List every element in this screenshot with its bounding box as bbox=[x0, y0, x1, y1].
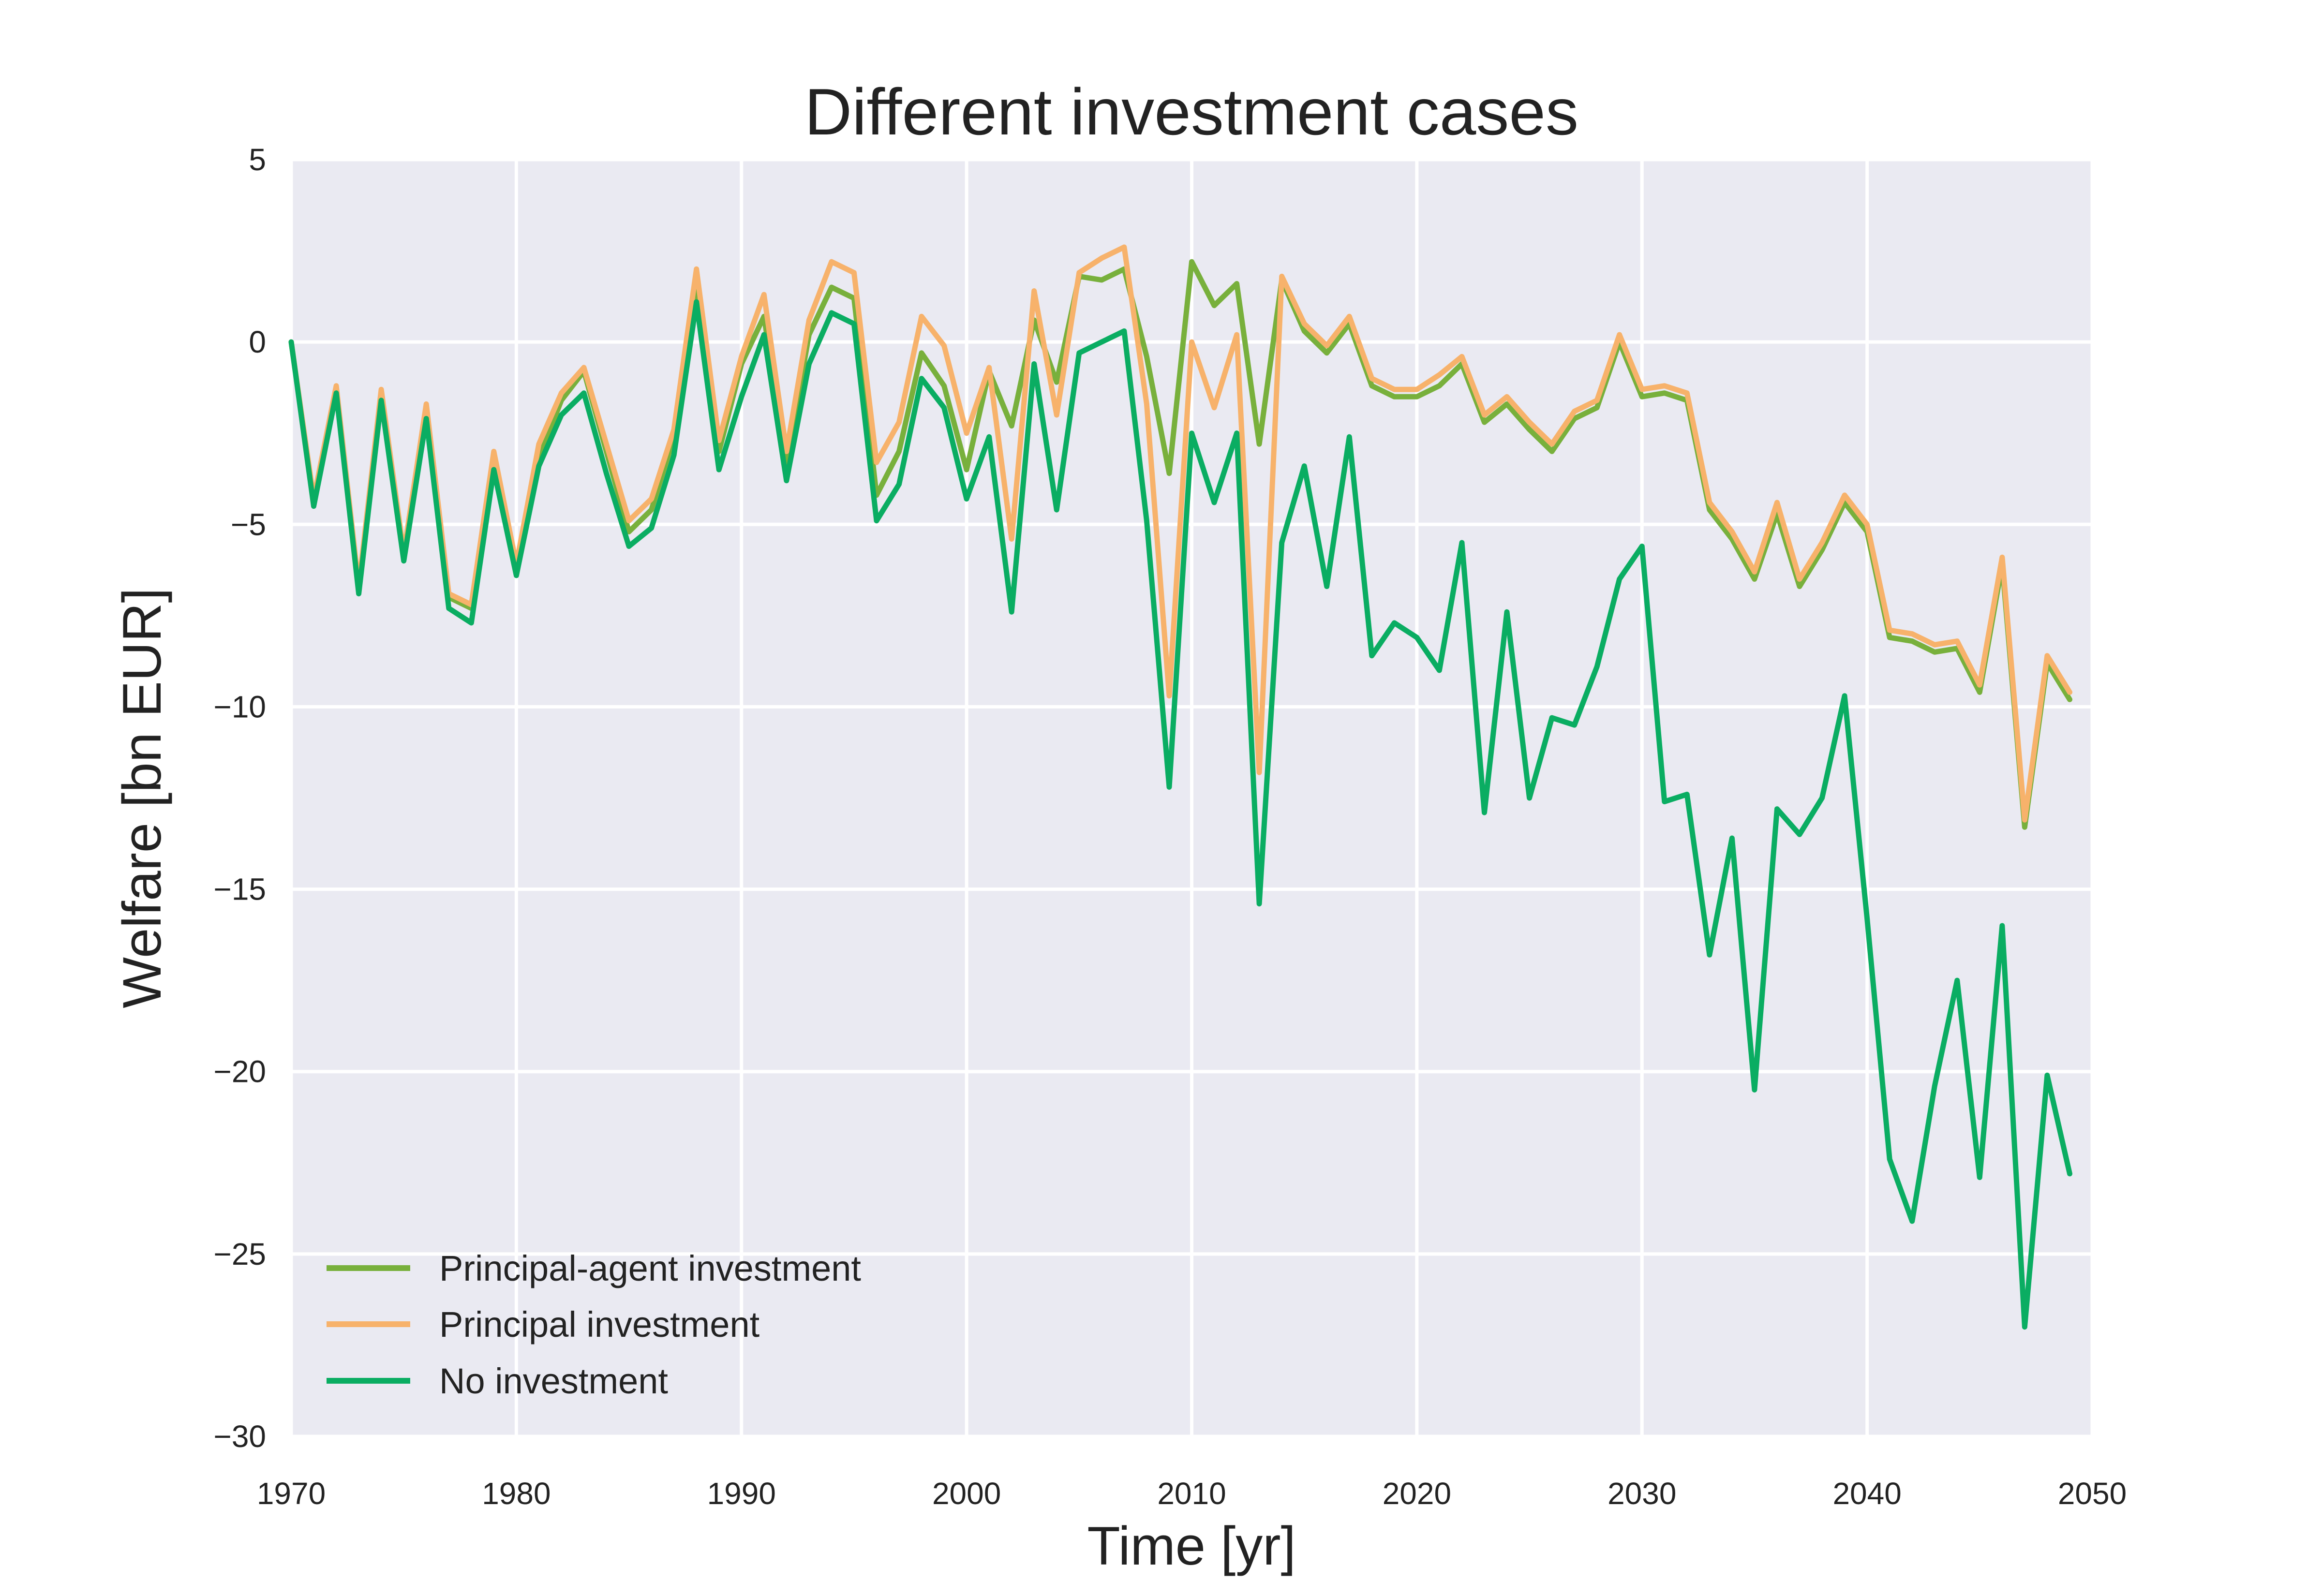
x-tick-label: 1980 bbox=[482, 1476, 551, 1511]
x-tick-label: 2040 bbox=[1832, 1476, 1901, 1511]
y-tick-label: −10 bbox=[213, 689, 266, 724]
x-tick-label: 2050 bbox=[2058, 1476, 2127, 1511]
y-tick-label: 5 bbox=[249, 142, 266, 177]
legend-label-no-investment: No investment bbox=[439, 1361, 668, 1401]
series-line-1 bbox=[288, 244, 2072, 823]
x-tick-label: 1970 bbox=[257, 1476, 326, 1511]
series-lines bbox=[288, 244, 2072, 1330]
legend-label-principal-agent: Principal-agent investment bbox=[439, 1248, 861, 1288]
y-tick-label: 0 bbox=[249, 325, 266, 359]
legend: Principal-agent investment Principal inv… bbox=[327, 1248, 861, 1401]
y-tick-labels: 5 0 −5 −10 −15 −20 −25 −30 bbox=[213, 142, 266, 1454]
y-tick-label: −20 bbox=[213, 1054, 266, 1089]
x-tick-label: 1990 bbox=[707, 1476, 776, 1511]
x-tick-label: 2000 bbox=[932, 1476, 1001, 1511]
x-axis-label: Time [yr] bbox=[1087, 1516, 1295, 1576]
legend-label-principal: Principal investment bbox=[439, 1304, 760, 1345]
y-axis-label: Welfare [bn EUR] bbox=[112, 588, 172, 1008]
y-tick-label: −5 bbox=[231, 507, 266, 542]
y-tick-label: −30 bbox=[213, 1419, 266, 1454]
chart-title: Different investment cases bbox=[804, 75, 1578, 148]
x-tick-labels: 1970 1980 1990 2000 2010 2020 2030 2040 2050 bbox=[257, 1476, 2127, 1511]
x-tick-label: 2020 bbox=[1383, 1476, 1451, 1511]
y-tick-label: −25 bbox=[213, 1237, 266, 1271]
x-tick-label: 2010 bbox=[1157, 1476, 1226, 1511]
y-tick-label: −15 bbox=[213, 872, 266, 907]
x-tick-label: 2030 bbox=[1608, 1476, 1676, 1511]
series-line-2 bbox=[288, 299, 2072, 1330]
